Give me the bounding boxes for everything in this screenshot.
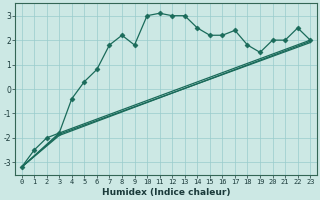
X-axis label: Humidex (Indice chaleur): Humidex (Indice chaleur) — [102, 188, 230, 197]
